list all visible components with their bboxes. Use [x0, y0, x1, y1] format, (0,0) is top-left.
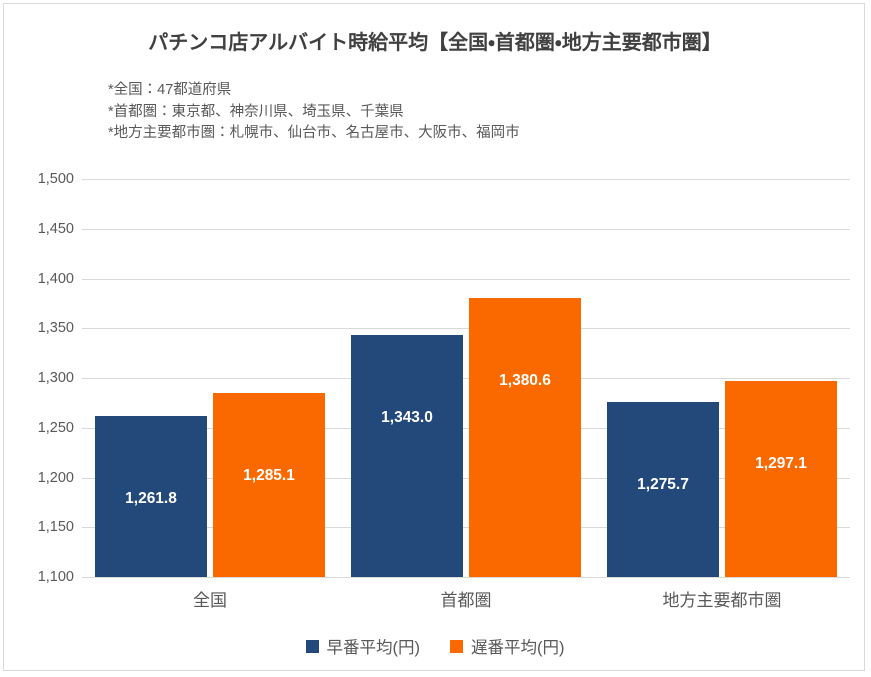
y-axis-tick-label: 1,400: [37, 270, 74, 287]
chart-note-line-2: *首都圏：東京都、神奈川県、埼玉県、千葉県: [108, 103, 404, 120]
gridline: [82, 427, 850, 429]
chart-frame: パチンコ店アルバイト時給平均【全国・首都圏・地方主要都市圏】 *全国：47都道府…: [3, 3, 865, 671]
bar-value-label: 1,343.0: [381, 409, 433, 427]
chart-notes: *全国：47都道府県 *首都圏：東京都、神奈川県、埼玉県、千葉県 *地方主要都市…: [108, 80, 520, 145]
gridline: [82, 328, 850, 330]
chart-note-line-3: *地方主要都市圏：札幌市、仙台市、名古屋市、大阪市、福岡市: [108, 125, 520, 141]
bar-value-label: 1,261.8: [125, 490, 177, 508]
bar-early-1[interactable]: 1,343.0: [351, 335, 463, 577]
gridline: [82, 278, 850, 280]
bar-late-1[interactable]: 1,380.6: [469, 297, 581, 577]
chart-legend: 早番平均(円) 遅番平均(円): [4, 634, 866, 658]
y-axis-tick-label: 1,200: [37, 469, 74, 486]
gridline: [82, 527, 850, 529]
x-axis-category-label: 全国: [193, 591, 227, 610]
bar-late-2[interactable]: 1,297.1: [725, 380, 837, 577]
gridline: [82, 378, 850, 379]
bar-early-0[interactable]: 1,261.8: [95, 416, 207, 577]
bar-early-2[interactable]: 1,275.7: [607, 402, 719, 577]
y-axis-tick-label: 1,300: [37, 370, 74, 386]
gridline: [82, 577, 850, 578]
gridline: [82, 228, 850, 230]
y-axis-tick-label: 1,500: [37, 171, 74, 187]
bar-value-label: 1,285.1: [243, 466, 295, 484]
x-axis-category-label: 地方主要都市圏: [662, 591, 782, 610]
legend-swatch-icon: [305, 639, 319, 653]
bar-late-0[interactable]: 1,285.1: [213, 392, 325, 577]
y-axis-tick-label: 1,150: [37, 519, 74, 536]
bar-value-label: 1,275.7: [637, 476, 689, 494]
legend-swatch-icon: [450, 639, 463, 653]
y-axis: 1,500 1,450 1,400 1,350 1,300 1,250 1,200 1,150…: [12, 171, 74, 585]
legend-entry-early[interactable]: 早番平均(円): [305, 634, 421, 658]
chart-note-line-1: *全国：47都道府県: [108, 82, 232, 98]
y-axis-tick-label: 1,450: [37, 220, 74, 237]
x-axis: 全国 首都圏 地方主要都市圏: [82, 586, 850, 616]
y-axis-tick-label: 1,100: [37, 569, 74, 585]
gridline: [82, 179, 850, 180]
plot-area: 1,261.8 1,285.1 1,343.0 1,380.6 1,275.7 1,297…: [82, 179, 850, 578]
chart-title: パチンコ店アルバイト時給平均【全国・首都圏・地方主要都市圏】: [148, 32, 722, 54]
legend-entry-late[interactable]: 遅番平均(円): [450, 634, 565, 658]
gridline: [82, 477, 850, 479]
x-axis-category-label: 首都圏: [440, 591, 492, 610]
bar-value-label: 1,297.1: [755, 454, 807, 472]
legend-label: 早番平均(円): [326, 639, 421, 657]
y-axis-tick-label: 1,350: [37, 320, 74, 337]
bar-value-label: 1,380.6: [499, 371, 551, 389]
y-axis-tick-label: 1,250: [37, 419, 74, 436]
legend-label: 遅番平均(円): [471, 639, 565, 657]
